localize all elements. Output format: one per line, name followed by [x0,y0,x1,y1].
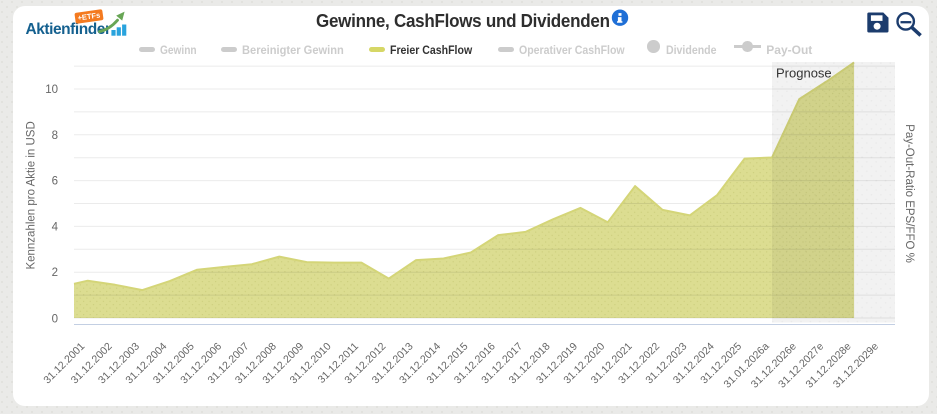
svg-text:Prognose: Prognose [776,66,832,81]
svg-text:6: 6 [52,176,58,188]
svg-text:2: 2 [52,267,58,279]
svg-text:Kennzahlen pro Aktie in USD: Kennzahlen pro Aktie in USD [26,121,38,269]
svg-text:10: 10 [45,84,58,96]
svg-text:8: 8 [52,130,58,142]
svg-text:Pay-Out-Ratio EPS/FFO %: Pay-Out-Ratio EPS/FFO % [903,124,915,263]
svg-text:0: 0 [52,314,58,326]
svg-text:4: 4 [52,221,59,233]
